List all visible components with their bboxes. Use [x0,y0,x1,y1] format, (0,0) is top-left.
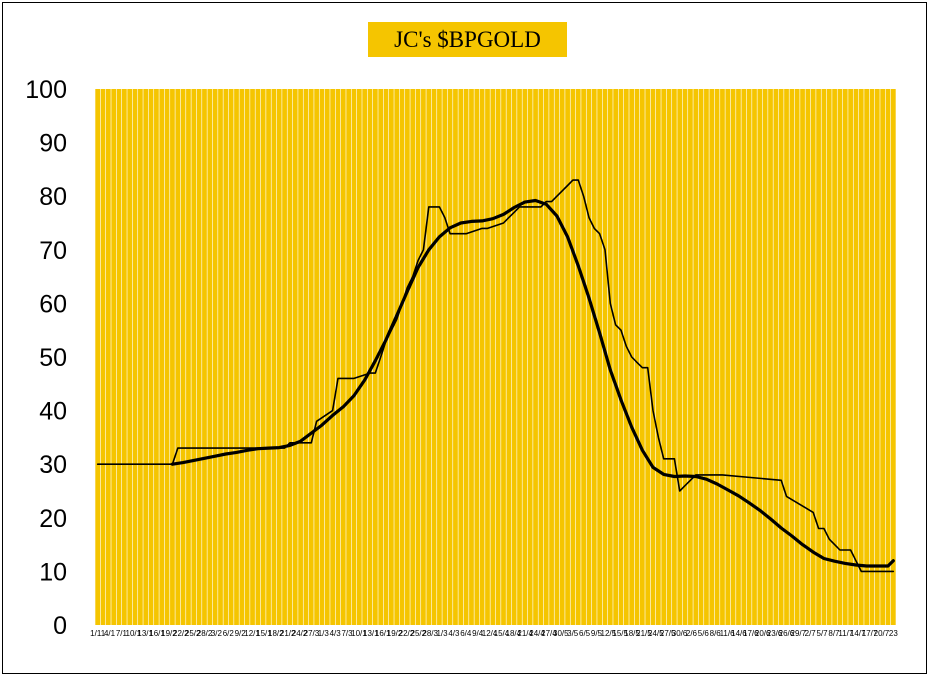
x-tick-label: 22/2 [173,629,189,638]
x-tick-label: 7/3 [341,629,353,638]
x-tick-label: 19/2 [387,629,403,638]
x-tick-label: 24/2 [292,629,308,638]
x-tick-label: 27/3 [304,629,320,638]
x-tick-label: 12/4 [482,629,498,638]
x-tick-label: 27/4 [541,629,557,638]
y-tick-label: 70 [39,237,67,265]
x-tick-label: 5/6 [698,629,710,638]
x-tick-label: 28/3 [422,629,438,638]
x-tick-label: 6/5 [579,629,591,638]
x-tick-label: 6/4 [460,629,472,638]
y-tick-label: 40 [39,398,67,426]
x-tick-label: 1/11 [90,629,106,638]
chart-title: JC's $BPGOLD [368,22,567,57]
x-tick-label: 3/5 [567,629,579,638]
x-tick-label: 7/1 [116,629,128,638]
x-tick-label: 15/1 [256,629,272,638]
x-tick-label: 25/2 [411,629,427,638]
x-tick-label: 18/4 [506,629,522,638]
x-tick-label: 18/5 [624,629,640,638]
x-tick-label: 20/6 [755,629,771,638]
x-tick-label: 13/1 [363,629,379,638]
y-tick-label: 100 [25,76,67,104]
x-tick-label: 12/1 [244,629,260,638]
y-tick-label: 10 [39,558,67,586]
x-tick-label: 12/5 [601,629,617,638]
x-tick-label: 1/3 [436,629,448,638]
x-tick-label: 21/4 [517,629,533,638]
x-tick-label: 14/6 [731,629,747,638]
smoothed-series-line [170,198,895,568]
series-lines [96,179,895,573]
x-tick-label: 10/1 [126,629,142,638]
x-tick-label: 21/5 [636,629,652,638]
x-tick-label: 13/1 [137,629,153,638]
x-tick-label: 29/7 [791,629,807,638]
x-axis: 1/114/1 7/110/113/116/119/222/225/228/23/… [90,629,898,638]
x-tick-label: 25/2 [185,629,201,638]
x-tick-label: 18/2 [268,629,284,638]
x-tick-label: 2/7 [805,629,817,638]
x-tick-label: 22/2 [399,629,415,638]
x-tick-label: 5/7 [817,629,829,638]
x-tick-label: 27/5 [660,629,676,638]
x-tick-label: 23/6 [767,629,783,638]
y-tick-label: 60 [39,290,67,318]
x-tick-label: 30/6 [672,629,688,638]
x-tick-label: 1/3 [318,629,330,638]
x-tick-label: 16/1 [149,629,165,638]
x-tick-label: 2/6 [686,629,698,638]
x-tick-label: 9/2 [235,629,247,638]
x-tick-label: 24/5 [648,629,664,638]
x-tick-label: 16/1 [375,629,391,638]
x-tick-label: 21/2 [280,629,296,638]
x-tick-label: 8/6 [710,629,722,638]
x-tick-label: 6/2 [223,629,235,638]
x-tick-label: 24/4 [529,629,545,638]
y-tick-label: 90 [39,130,67,158]
x-tick-label: 4/3 [330,629,342,638]
y-axis: 0 10 20 30 40 50 60 70 80 90 100 [25,76,67,640]
x-tick-label: 30/5 [553,629,569,638]
x-tick-label: 23 [889,629,898,638]
x-tick-label: 14/7 [850,629,866,638]
x-tick-label: 11/6 [720,629,736,638]
x-tick-label: 28/2 [197,629,213,638]
y-tick-label: 0 [53,612,67,640]
x-tick-label: 9/5 [591,629,603,638]
x-tick-label: 15/4 [494,629,510,638]
x-tick-label: 9/4 [472,629,484,638]
y-tick-label: 50 [39,344,67,372]
x-tick-label: 17/6 [743,629,759,638]
x-tick-label: 19/2 [161,629,177,638]
y-tick-label: 30 [39,451,67,479]
y-tick-label: 80 [39,183,67,211]
x-tick-label: 10/1 [351,629,367,638]
x-tick-label: 11/7 [838,629,854,638]
x-tick-label: 26/6 [779,629,795,638]
x-tick-label: 4/3 [448,629,460,638]
y-tick-label: 20 [39,505,67,533]
vertical-gridlines [94,89,897,625]
x-tick-label: 8/7 [828,629,840,638]
x-tick-label: 17/7 [862,629,878,638]
x-tick-label: 15/5 [612,629,628,638]
x-tick-label: 20/7 [874,629,890,638]
x-tick-label: 3/2 [211,629,223,638]
x-tick-label: 4/1 [104,629,116,638]
